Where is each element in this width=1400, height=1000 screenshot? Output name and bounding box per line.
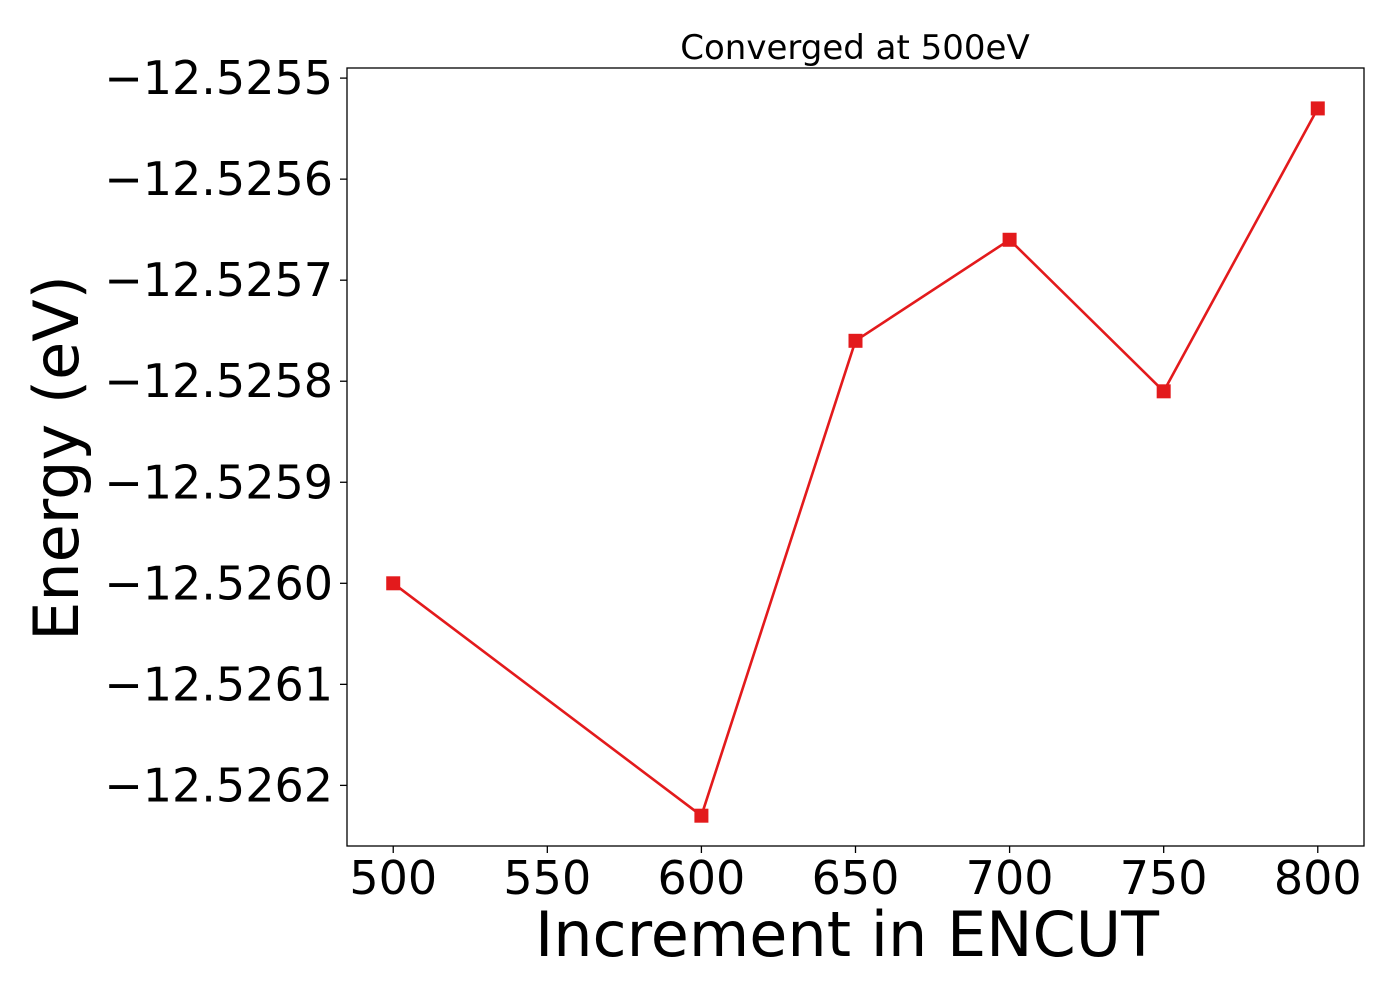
data-point-marker bbox=[1156, 384, 1171, 399]
x-tick-label: 800 bbox=[1274, 851, 1362, 905]
data-point-marker bbox=[386, 576, 401, 591]
y-tick-label: −12.5259 bbox=[104, 455, 333, 509]
series-line bbox=[392, 107, 1319, 818]
x-axis: 500 550 600 650 700 750 800 bbox=[349, 846, 1362, 905]
y-tick-label: −12.5255 bbox=[104, 51, 333, 105]
x-axis-label: Increment in ENCUT bbox=[535, 898, 1160, 971]
data-point-marker bbox=[1310, 101, 1325, 116]
y-axis: −12.5255 −12.5256 −12.5257 −12.5258 −12.5259… bbox=[104, 51, 347, 812]
plot-area-frame bbox=[346, 67, 1365, 847]
y-tick-label: −12.5260 bbox=[104, 556, 333, 610]
data-point-marker bbox=[694, 808, 709, 823]
data-point-marker bbox=[848, 333, 863, 348]
y-tick-label: −12.5262 bbox=[104, 758, 333, 812]
chart-title: Converged at 500eV bbox=[680, 28, 1029, 68]
x-tick-label: 650 bbox=[812, 851, 900, 905]
series-layer bbox=[386, 101, 1325, 823]
y-tick-label: −12.5256 bbox=[104, 152, 333, 206]
x-tick-label: 500 bbox=[349, 851, 437, 905]
x-tick-label: 750 bbox=[1120, 851, 1208, 905]
x-tick-label: 600 bbox=[658, 851, 746, 905]
x-tick-label: 550 bbox=[503, 851, 591, 905]
y-tick-label: −12.5258 bbox=[104, 354, 333, 408]
y-axis-label: Energy (eV) bbox=[20, 275, 93, 641]
x-tick-label: 700 bbox=[966, 851, 1054, 905]
y-tick-label: −12.5261 bbox=[104, 657, 333, 711]
y-tick-label: −12.5257 bbox=[104, 253, 333, 307]
data-point-marker bbox=[1002, 232, 1017, 247]
